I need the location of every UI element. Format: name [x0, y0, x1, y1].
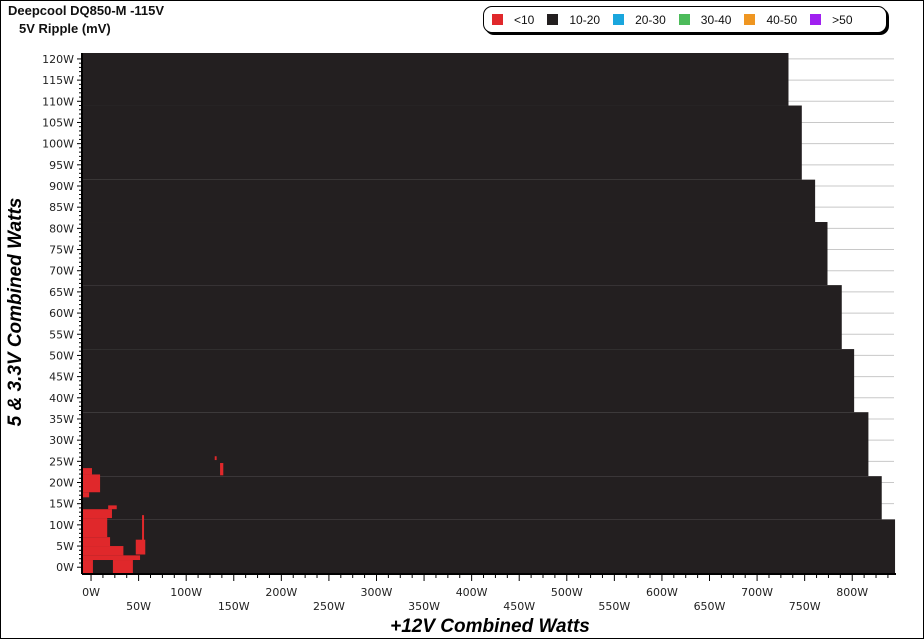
x-tick-label: 550W	[598, 600, 630, 613]
y-tick-label: 115W	[42, 74, 74, 87]
y-tick-label: 100W	[42, 138, 74, 151]
y-tick-label: 105W	[42, 116, 74, 129]
legend-label: 30-40	[700, 12, 732, 27]
y-tick-label: 60W	[49, 307, 74, 320]
y-tick-label: 70W	[49, 265, 74, 278]
x-tick-label: 600W	[646, 586, 678, 599]
x-tick-label: 350W	[408, 600, 440, 613]
y-tick-label: 90W	[49, 180, 74, 193]
cell-lt10	[82, 492, 90, 498]
y-tick-label: 110W	[42, 95, 74, 108]
y-tick-label: 0W	[56, 561, 74, 574]
cell-10-20	[82, 179, 816, 223]
cell-lt10	[135, 539, 146, 555]
legend-label: 20-30	[635, 12, 666, 27]
x-tick-label: 700W	[741, 586, 773, 599]
y-tick-label: 20W	[49, 477, 74, 490]
cell-lt10	[82, 474, 101, 493]
cell-lt10	[220, 463, 224, 476]
y-tick-label: 10W	[49, 519, 74, 532]
legend: <10 10-20 20-30 30-40 40-50 >50	[483, 6, 887, 33]
y-tick-label: 15W	[49, 498, 74, 511]
y-tick-label: 85W	[49, 201, 74, 214]
chart-subtitle: 5V Ripple (mV)	[19, 21, 111, 36]
cell-lt10	[214, 456, 217, 461]
legend-swatch	[547, 14, 559, 25]
y-tick-label: 55W	[49, 328, 74, 341]
x-tick-label: 650W	[694, 600, 726, 613]
cell-lt10	[82, 555, 141, 561]
cell-lt10	[82, 560, 93, 574]
y-tick-label: 5W	[56, 540, 74, 553]
cell-lt10	[108, 505, 117, 510]
y-tick-label: 80W	[49, 222, 74, 235]
legend-label: >50	[832, 12, 853, 27]
cell-lt10	[112, 560, 133, 574]
legend-item: 20-30	[613, 13, 666, 27]
cell-lt10	[82, 518, 108, 538]
cell-lt10	[82, 537, 111, 547]
cell-10-20	[82, 105, 802, 180]
y-tick-label: 25W	[49, 455, 74, 468]
cell-10-20	[82, 285, 842, 350]
y-tick-label: 45W	[49, 371, 74, 384]
x-tick-label: 500W	[551, 586, 583, 599]
y-tick-label: 50W	[49, 349, 74, 362]
y-tick-label: 95W	[49, 159, 74, 172]
y-tick-label: 40W	[49, 392, 74, 405]
x-tick-label: 200W	[265, 586, 297, 599]
legend-swatch	[492, 14, 503, 25]
x-tick-label: 750W	[789, 600, 821, 613]
chart-title: Deepcool DQ850-M -115V	[8, 3, 165, 18]
cell-lt10	[82, 509, 112, 519]
legend-item: 30-40	[678, 12, 732, 27]
x-axis-title: +12V Combined Watts	[390, 616, 590, 637]
x-tick-label: 0W	[82, 586, 100, 599]
y-tick-label: 35W	[49, 413, 74, 426]
cell-lt10	[82, 468, 92, 475]
legend-swatch	[613, 14, 625, 25]
cell-10-20	[82, 222, 828, 286]
cell-10-20	[82, 519, 896, 574]
y-tick-label: 30W	[49, 434, 74, 447]
legend-swatch	[678, 14, 690, 25]
cell-lt10	[142, 515, 145, 541]
legend-label: <10	[514, 12, 535, 27]
legend-item: 40-50	[744, 13, 797, 27]
x-tick-label: 100W	[170, 586, 202, 599]
legend-item: <10	[492, 13, 534, 27]
y-tick-label: 65W	[49, 286, 74, 299]
x-tick-label: 800W	[836, 586, 868, 599]
cell-lt10	[82, 546, 124, 556]
cell-10-20	[82, 412, 869, 477]
legend-item: 10-20	[547, 13, 600, 27]
y-tick-label: 75W	[49, 244, 74, 257]
cell-10-20	[82, 476, 882, 520]
legend-label: 40-50	[766, 12, 798, 27]
legend-swatch	[744, 14, 756, 25]
x-tick-label: 50W	[126, 600, 151, 613]
legend-label: 10-20	[569, 12, 601, 27]
x-tick-label: 300W	[361, 586, 393, 599]
y-axis-title: 5 & 3.3V Combined Watts	[5, 198, 26, 427]
cell-10-20	[82, 349, 855, 413]
x-tick-label: 400W	[456, 586, 488, 599]
x-tick-label: 150W	[218, 600, 250, 613]
legend-item: >50	[810, 12, 853, 27]
x-tick-label: 450W	[503, 600, 535, 613]
y-tick-label: 120W	[42, 53, 74, 66]
x-tick-label: 250W	[313, 600, 345, 613]
legend-swatch	[810, 14, 822, 25]
cell-10-20	[82, 53, 789, 106]
